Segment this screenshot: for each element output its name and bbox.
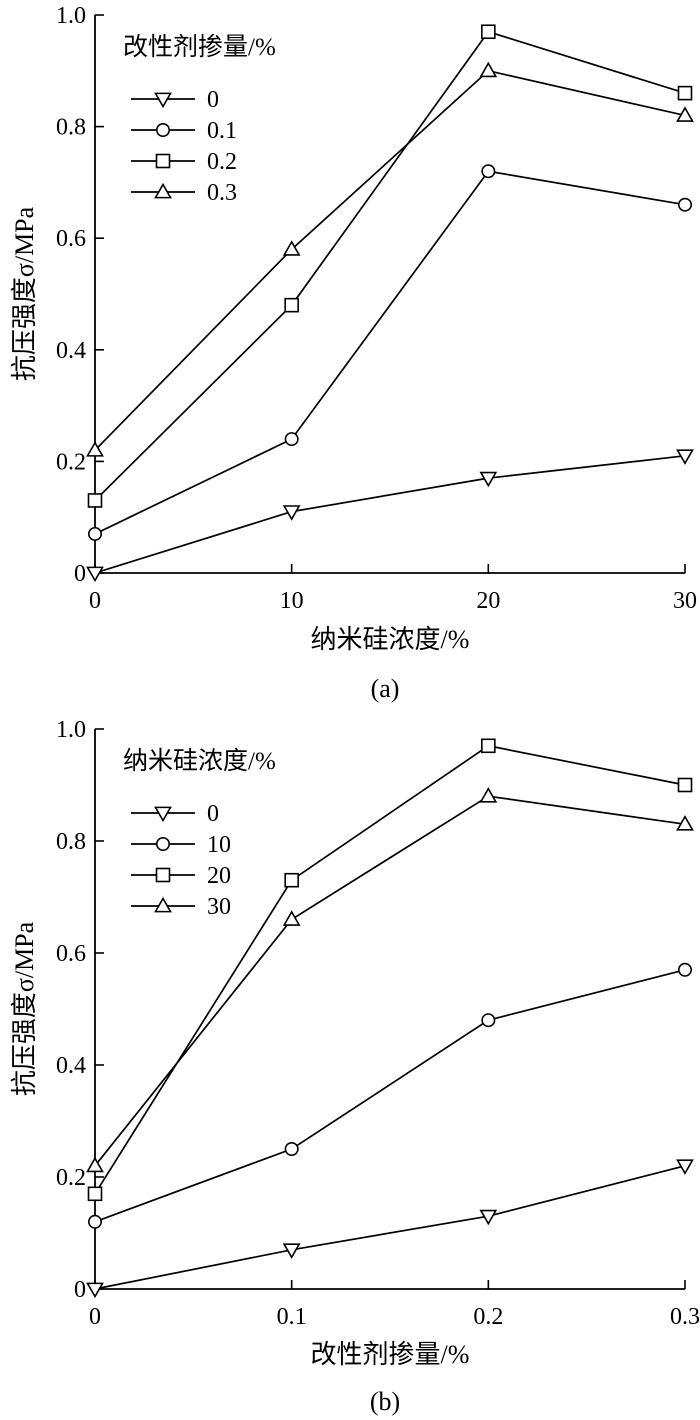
- data-point-square: [87, 493, 103, 508]
- legend-title: 改性剂掺量/%: [123, 33, 276, 61]
- y-axis-title: 抗压强度σ/MPa: [10, 921, 39, 1096]
- data-point-triangle-up: [479, 61, 498, 78]
- x-tick-label: 0.1: [277, 1304, 307, 1330]
- data-point-triangle-up: [86, 1156, 104, 1173]
- legend: 纳米硅浓度/% 0 10 20 30: [123, 747, 276, 920]
- data-point-triangle-up: [282, 910, 301, 926]
- legend-marker-square: [155, 153, 171, 169]
- data-point-circle: [677, 962, 692, 977]
- data-point-triangle-down: [86, 1282, 104, 1299]
- data-point-triangle-down: [676, 1159, 694, 1175]
- legend-label: 30: [207, 894, 231, 920]
- legend-entry: 20: [131, 863, 231, 889]
- legend-marker-triangle-down: [154, 92, 172, 109]
- legend-title: 纳米硅浓度/%: [123, 747, 276, 775]
- data-point-square: [677, 777, 693, 793]
- series-line-square: [94, 744, 686, 1195]
- chart-panel-a: 0 0.2 0.4 0.6 0.8 1.0 0 10 20 30 纳米硅浓度/% 抗压强度σ/MPa (…: [10, 3, 697, 703]
- y-tick-label: 0.4: [56, 1053, 86, 1079]
- data-point-circle: [677, 197, 692, 212]
- y-tick-label: 0.8: [56, 829, 86, 855]
- x-tick-label: 0: [89, 1304, 101, 1330]
- x-tick-label: 0: [89, 588, 101, 614]
- legend-entry: 10: [131, 832, 231, 858]
- data-point-square: [677, 85, 693, 101]
- data-point-circle: [481, 164, 496, 179]
- legend-label: 0.1: [207, 118, 237, 144]
- y-tick-label: 0.4: [56, 338, 86, 364]
- data-point-triangle-down: [282, 505, 301, 521]
- y-tick-label: 0.8: [56, 115, 86, 141]
- data-point-triangle-down: [479, 1209, 498, 1226]
- legend-marker-triangle-up: [154, 182, 172, 199]
- x-tick-label: 10: [280, 588, 304, 614]
- legend-label: 20: [207, 863, 231, 889]
- legend-marker-triangle-up: [154, 896, 172, 913]
- data-point-triangle-up: [479, 787, 498, 803]
- y-tick-label: 0: [74, 1277, 86, 1303]
- data-point-triangle-down: [479, 471, 498, 488]
- data-point-triangle-up: [282, 240, 301, 256]
- series-line-triangle-up: [94, 795, 686, 1167]
- legend-marker-circle: [156, 123, 171, 138]
- x-tick-label: 0.3: [670, 1304, 700, 1330]
- legend-entry: 0: [131, 87, 219, 113]
- x-tick-label: 0.2: [473, 1304, 503, 1330]
- legend-label: 10: [207, 832, 231, 858]
- legend-marker-circle: [156, 836, 171, 851]
- data-point-triangle-down: [86, 566, 104, 583]
- y-tick-label: 0.2: [56, 449, 86, 475]
- y-tick-label: 1.0: [56, 717, 86, 743]
- y-tick-label: 0.2: [56, 1165, 86, 1191]
- legend-entry: 0: [131, 801, 219, 827]
- x-axis-title: 纳米硅浓度/%: [311, 625, 470, 654]
- x-tick-label: 30: [673, 588, 697, 614]
- series-line-triangle-up: [94, 69, 686, 451]
- chart-panel-b: 0 0.2 0.4 0.6 0.8 1.0 0 0.1 0.2 0.3 改性剂掺量/% 抗压强度σ/M…: [10, 717, 700, 1416]
- y-tick-label: 0: [74, 561, 86, 587]
- data-point-circle: [88, 1214, 103, 1229]
- legend-label: 0: [207, 87, 219, 113]
- series-line-triangle-down: [94, 454, 686, 574]
- y-tick-label: 0.6: [56, 226, 86, 252]
- data-point-triangle-up: [676, 815, 694, 831]
- data-point-square: [481, 738, 496, 754]
- series-line-triangle-down: [94, 1164, 686, 1290]
- legend-label: 0: [207, 801, 219, 827]
- data-point-triangle-down: [282, 1243, 301, 1259]
- data-point-circle: [88, 526, 103, 541]
- data-point-triangle-down: [676, 449, 694, 465]
- legend: 改性剂掺量/% 0 0.1 0.2 0.3: [123, 33, 276, 206]
- data-point-circle: [284, 1142, 299, 1157]
- x-axis-title: 改性剂掺量/%: [311, 1340, 470, 1369]
- data-point-circle: [481, 1013, 496, 1028]
- legend-entry: 0.2: [131, 149, 237, 175]
- data-point-square: [284, 872, 299, 888]
- legend-entry: 0.3: [131, 180, 237, 206]
- legend-entry: 0.1: [131, 118, 237, 144]
- data-point-square: [481, 24, 496, 40]
- y-tick-label: 0.6: [56, 941, 86, 967]
- legend-entry: 30: [131, 894, 231, 920]
- y-tick-label: 1.0: [56, 3, 86, 29]
- series-line-circle: [94, 968, 686, 1223]
- series-line-circle: [94, 170, 686, 535]
- panel-caption: (a): [371, 674, 400, 703]
- data-point-square: [284, 297, 299, 313]
- x-tick-label: 20: [476, 588, 500, 614]
- legend-label: 0.3: [207, 180, 237, 206]
- legend-marker-triangle-down: [154, 806, 172, 823]
- data-point-circle: [284, 432, 299, 447]
- data-point-square: [87, 1186, 103, 1202]
- legend-label: 0.2: [207, 149, 237, 175]
- data-point-triangle-up: [676, 106, 694, 122]
- data-point-triangle-up: [86, 441, 104, 457]
- legend-marker-square: [155, 867, 171, 883]
- series-line-square: [94, 30, 686, 502]
- panel-caption: (b): [370, 1387, 400, 1416]
- y-axis-title: 抗压强度σ/MPa: [10, 206, 39, 381]
